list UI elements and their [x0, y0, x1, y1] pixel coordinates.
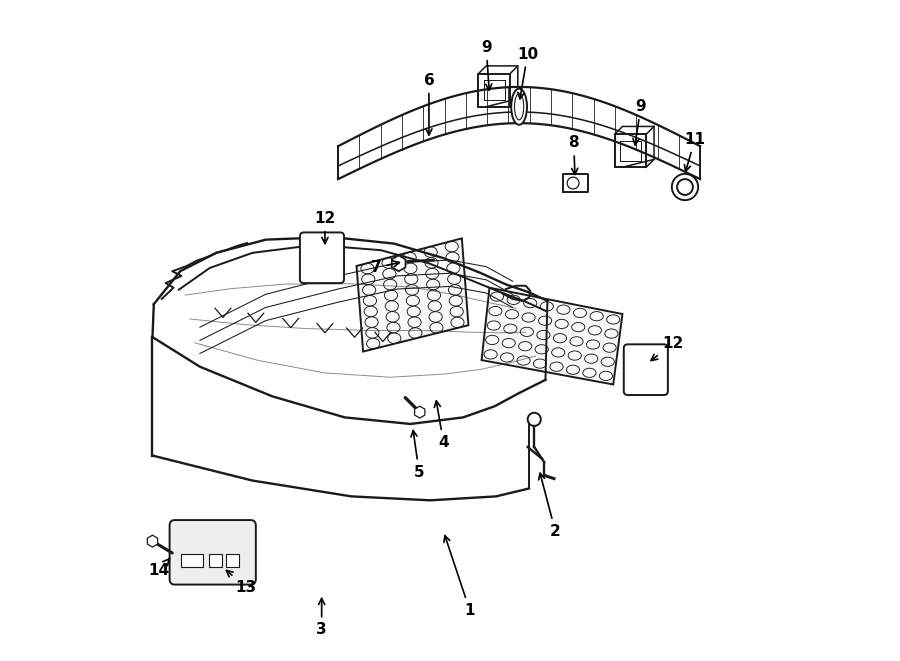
Text: 9: 9 — [633, 99, 646, 145]
Text: 1: 1 — [444, 535, 475, 618]
FancyBboxPatch shape — [169, 520, 256, 584]
Bar — [226, 555, 239, 567]
Text: 3: 3 — [316, 598, 327, 637]
Text: 8: 8 — [569, 136, 579, 175]
Text: 6: 6 — [424, 73, 435, 135]
Bar — [209, 555, 222, 567]
Circle shape — [671, 174, 698, 200]
Text: 12: 12 — [651, 336, 683, 360]
Text: 2: 2 — [538, 473, 561, 539]
Text: 10: 10 — [518, 46, 538, 99]
FancyBboxPatch shape — [300, 233, 344, 283]
Text: 5: 5 — [411, 430, 425, 479]
Text: 12: 12 — [314, 211, 336, 244]
Text: 4: 4 — [435, 401, 449, 450]
FancyBboxPatch shape — [624, 344, 668, 395]
Polygon shape — [356, 239, 468, 352]
Ellipse shape — [511, 89, 527, 125]
Bar — [182, 555, 202, 567]
Text: 9: 9 — [481, 40, 491, 90]
Text: 11: 11 — [684, 132, 706, 171]
Text: 14: 14 — [148, 559, 170, 578]
Polygon shape — [482, 288, 623, 385]
Text: 7: 7 — [371, 260, 400, 276]
Text: 13: 13 — [227, 570, 256, 595]
